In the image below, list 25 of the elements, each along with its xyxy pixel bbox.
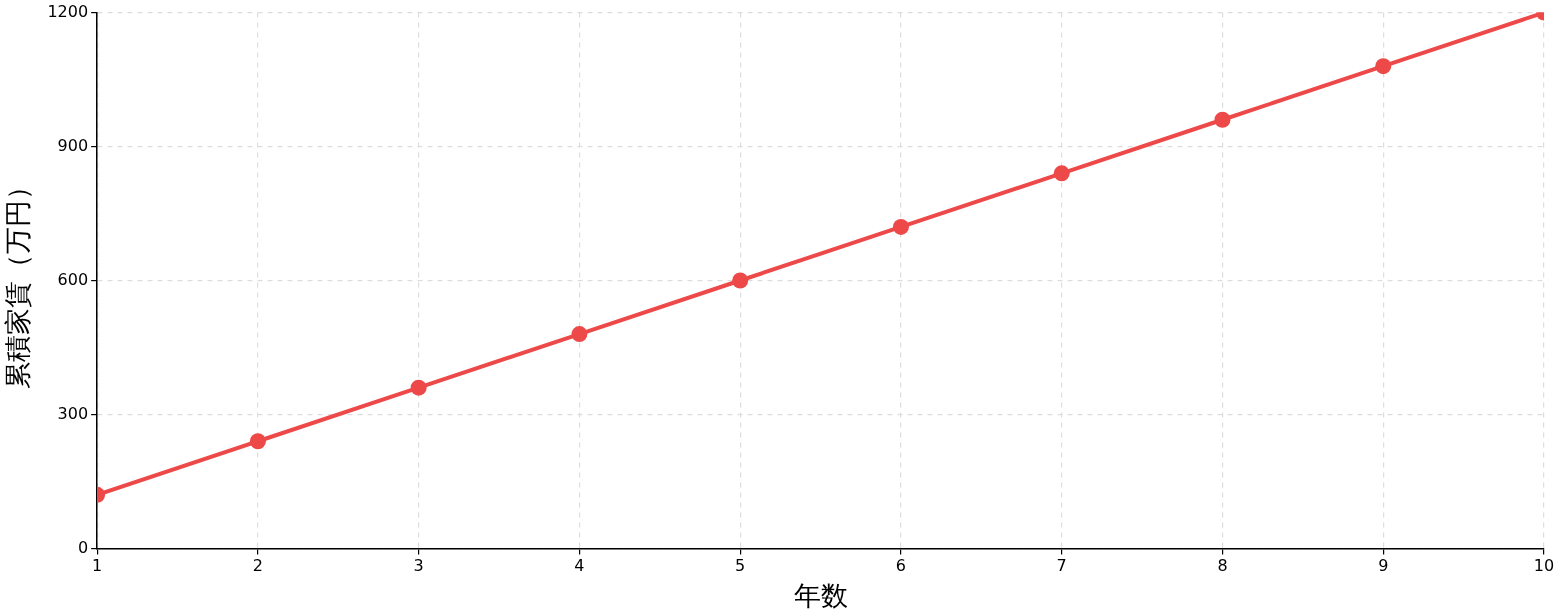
- y-tick-label: 300: [57, 403, 89, 423]
- point: [571, 326, 588, 343]
- x-tick-label: 8: [1217, 556, 1228, 576]
- y-tick-label: 1200: [47, 1, 89, 21]
- x-axis-title: 年数: [793, 579, 848, 611]
- x-tick-label: 1: [92, 556, 103, 576]
- point: [892, 218, 909, 235]
- point: [410, 379, 427, 396]
- point: [249, 433, 266, 450]
- y-axis-title: 累積家賃（万円）: [2, 172, 34, 389]
- x-tick-label: 6: [895, 556, 907, 576]
- y-tick-label: 900: [57, 135, 89, 155]
- y-tick-label: 0: [77, 537, 89, 557]
- x-tick-label: 3: [413, 556, 424, 576]
- point: [1214, 111, 1231, 128]
- x-tick-label: 2: [252, 556, 263, 576]
- x-tick-label: 4: [574, 556, 585, 576]
- point: [732, 272, 749, 289]
- point: [1375, 58, 1392, 75]
- point: [1053, 165, 1070, 182]
- x-tick-label: 7: [1056, 556, 1067, 576]
- y-tick-label: 600: [57, 269, 89, 289]
- x-tick-label: 5: [735, 556, 746, 576]
- x-tick-label: 10: [1533, 556, 1555, 576]
- x-tick-label: 9: [1378, 556, 1389, 576]
